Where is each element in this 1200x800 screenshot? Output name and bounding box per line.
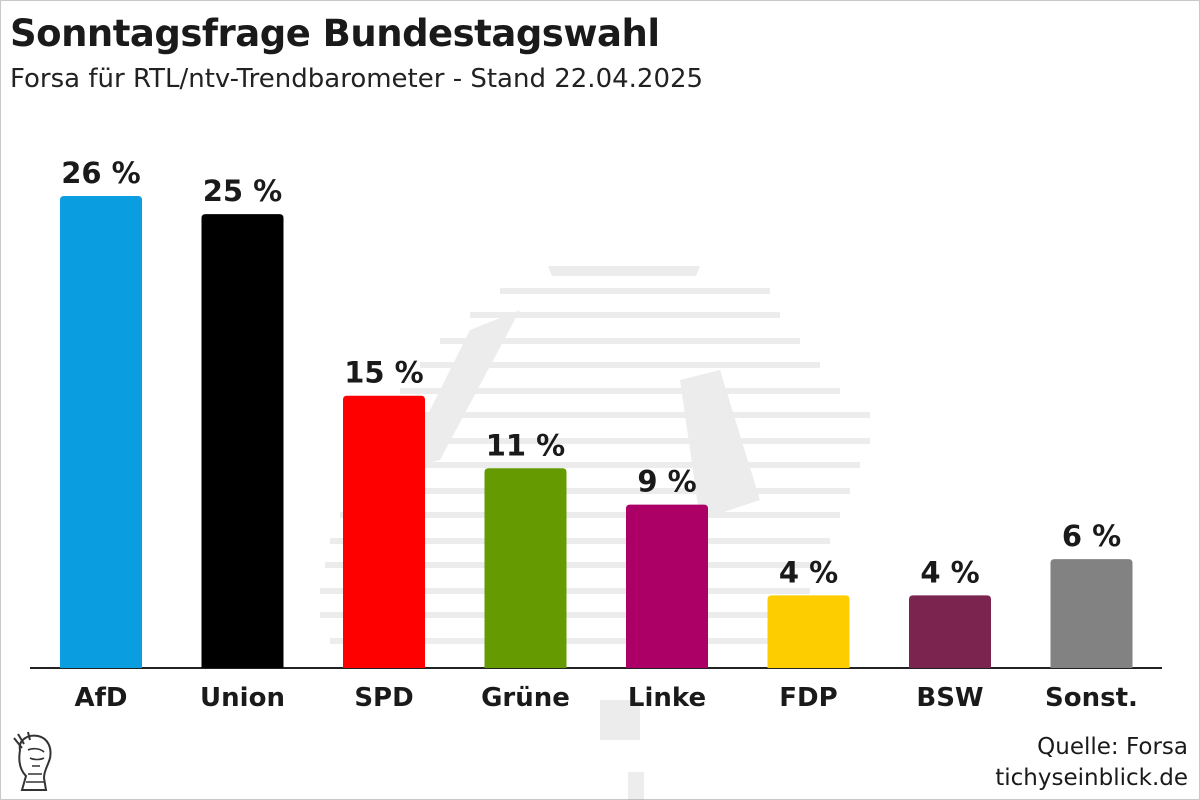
value-label-linke: 9 % <box>637 465 696 499</box>
bar-spd <box>343 395 425 668</box>
category-label-fdp: FDP <box>779 683 837 713</box>
category-label-gr-ne: Grüne <box>481 683 570 713</box>
source-block: Quelle: Forsa tichyseinblick.de <box>995 732 1188 794</box>
bar-sonst <box>1050 559 1133 668</box>
value-label-spd: 15 % <box>344 356 424 390</box>
chart-subtitle: Forsa für RTL/ntv-Trendbarometer - Stand… <box>10 64 704 94</box>
bar-bsw <box>909 595 991 668</box>
source-note: Quelle: Forsa <box>1037 734 1188 760</box>
bar-gr-ne <box>484 468 567 668</box>
bar-union <box>201 214 284 668</box>
publisher-site: tichyseinblick.de <box>995 765 1188 791</box>
value-label-union: 25 % <box>203 174 283 208</box>
value-label-sonst: 6 % <box>1062 519 1121 553</box>
value-label-afd: 26 % <box>61 156 141 190</box>
category-label-bsw: BSW <box>916 683 983 713</box>
bar-afd <box>60 196 142 668</box>
value-label-bsw: 4 % <box>920 555 979 589</box>
category-label-spd: SPD <box>354 683 413 713</box>
category-label-linke: Linke <box>628 683 706 713</box>
bar-linke <box>626 504 708 668</box>
hermes-head-icon <box>13 731 52 791</box>
category-label-union: Union <box>200 683 285 713</box>
category-label-sonst: Sonst. <box>1045 683 1138 713</box>
value-label-gr-ne: 11 % <box>486 428 566 462</box>
chart-title: Sonntagsfrage Bundestagswahl <box>10 12 660 55</box>
value-label-fdp: 4 % <box>779 555 838 589</box>
bar-fdp <box>767 595 850 668</box>
category-label-afd: AfD <box>74 683 127 713</box>
